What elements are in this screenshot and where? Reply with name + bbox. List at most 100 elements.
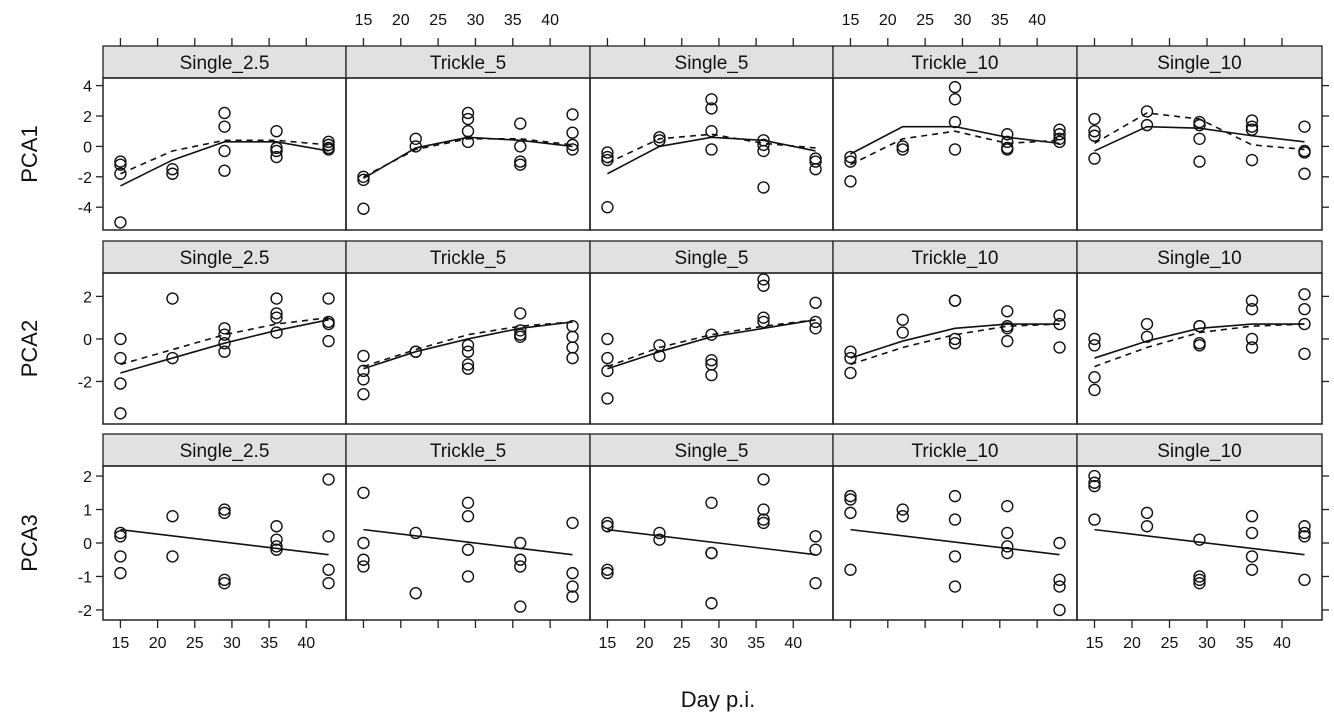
panel-pca3-single-5: Single_5: [589, 433, 834, 621]
y-tick-label: 2: [83, 289, 92, 306]
panel-frame: [345, 77, 591, 231]
data-point: [1140, 330, 1154, 344]
data-point: [566, 341, 579, 354]
data-point: [1245, 526, 1259, 540]
strip-label: Single_10: [1157, 53, 1242, 74]
solid-fit-line: [850, 323, 1060, 359]
y-axis-title: PCA2: [17, 320, 42, 377]
top-x-axis: 15 20 25 30 35 40 15 20 25 30 35 40: [119, 12, 1283, 46]
data-point: [461, 106, 475, 120]
data-point: [566, 108, 579, 121]
strip-label: Single_10: [1157, 248, 1242, 269]
y-tick-label: -2: [78, 374, 92, 391]
data-point: [705, 496, 718, 510]
x-tick-label-bottom: 30: [710, 635, 728, 652]
strip-background: [345, 433, 591, 467]
data-point: [1193, 339, 1206, 352]
panel-pca3-single-10: Single_10: [1076, 433, 1323, 621]
data-point: [948, 489, 962, 503]
data-point: [218, 322, 231, 335]
solid-fit-line: [363, 321, 573, 370]
data-point: [322, 317, 335, 331]
data-point: [1053, 132, 1066, 146]
data-point: [566, 516, 579, 530]
x-tick-label-top: 40: [1028, 12, 1046, 29]
data-point: [1245, 332, 1259, 346]
panel-pca1-single-10: Single_10: [1076, 45, 1323, 231]
data-point: [461, 358, 475, 371]
data-point: [514, 117, 527, 130]
data-point: [357, 486, 370, 499]
data-point: [114, 216, 127, 229]
data-point: [757, 279, 770, 292]
data-point: [114, 158, 127, 171]
data-point: [322, 563, 335, 576]
data-point: [114, 332, 127, 346]
data-point: [270, 533, 283, 546]
data-point: [844, 155, 857, 168]
data-point: [1245, 341, 1259, 354]
panel-pca1-trickle-10: Trickle_10: [832, 45, 1078, 231]
data-point: [514, 158, 527, 171]
strip-label: Single_2.5: [180, 441, 270, 462]
y-tick-label: 0: [83, 536, 92, 553]
panel-pca2-single-10: Single_10: [1076, 240, 1323, 425]
data-point: [114, 155, 127, 168]
solid-fit-line: [120, 141, 329, 187]
data-point: [653, 526, 666, 540]
panel-frame: [1076, 272, 1323, 425]
data-point: [1088, 371, 1101, 384]
data-point: [566, 590, 579, 603]
data-point: [705, 353, 718, 367]
data-point: [653, 349, 666, 363]
data-point: [270, 124, 283, 138]
data-point: [1053, 573, 1066, 587]
data-point: [1001, 334, 1014, 348]
data-point: [461, 345, 475, 358]
data-point: [409, 132, 422, 146]
data-point: [1053, 309, 1066, 322]
data-point: [566, 143, 579, 156]
x-tick-label-bottom: 25: [673, 635, 691, 652]
data-point: [1245, 294, 1259, 307]
strip-background: [1076, 433, 1323, 467]
data-point: [705, 546, 718, 560]
data-point: [1193, 319, 1206, 333]
data-point: [896, 140, 909, 153]
data-point: [1140, 118, 1154, 132]
data-point: [601, 332, 614, 346]
data-point: [1001, 540, 1014, 553]
data-point: [357, 553, 370, 566]
dashed-fit-line: [363, 321, 573, 368]
data-point: [653, 533, 666, 546]
x-tick-label-top: 25: [916, 12, 934, 29]
y-tick-label: 1: [83, 503, 92, 520]
panel-frame: [832, 465, 1078, 621]
data-point: [705, 597, 718, 610]
data-point: [705, 368, 718, 382]
data-point: [844, 366, 857, 380]
data-point: [601, 200, 614, 214]
data-point: [166, 162, 179, 176]
y-tick-label: 4: [83, 79, 92, 96]
data-point: [357, 388, 370, 401]
dashed-fit-line: [607, 133, 816, 164]
data-point: [514, 324, 527, 337]
data-point: [1053, 580, 1066, 593]
x-tick-label-top: 15: [842, 12, 860, 29]
data-point: [1053, 603, 1066, 617]
y-tick-label: -2: [78, 170, 92, 187]
data-point: [1193, 576, 1206, 590]
data-point: [322, 473, 335, 486]
strip-background: [1076, 45, 1323, 79]
data-point: [218, 576, 231, 590]
data-point: [514, 553, 527, 566]
data-point: [357, 560, 370, 573]
data-point: [1001, 322, 1014, 335]
data-point: [757, 311, 770, 324]
data-point: [1193, 533, 1206, 546]
data-point: [218, 345, 231, 358]
data-point: [357, 373, 370, 386]
row-pca3: PCA3 -2 -1 0 1 2 Single_2.5 Trickle_5 Single_5 Tr…: [17, 433, 1329, 621]
